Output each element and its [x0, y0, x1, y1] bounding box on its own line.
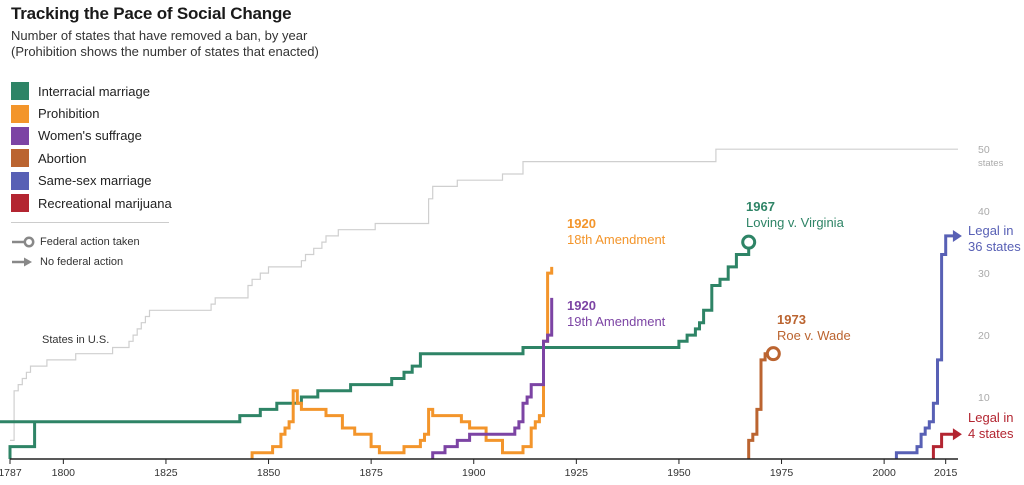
- x-tick-label: 1875: [359, 467, 383, 479]
- series-line-abortion: [747, 352, 774, 459]
- legend-label: Abortion: [38, 150, 87, 166]
- y-tick-unit-label: states: [978, 158, 1004, 169]
- y-tick-label: 20: [978, 330, 990, 342]
- x-tick-label: 1787: [0, 467, 22, 479]
- y-tick-label: 10: [978, 392, 990, 404]
- legend-divider: [11, 222, 169, 223]
- legend-swatch: [11, 82, 29, 101]
- x-tick-label: 1825: [154, 467, 178, 479]
- series-line-recreational-marijuana: [931, 432, 954, 459]
- series-line-prohibition: [250, 266, 554, 459]
- annotation-desc: 19th Amendment: [567, 314, 666, 329]
- series-end-arrow: [952, 428, 962, 441]
- x-tick-label: 2015: [934, 467, 958, 479]
- series-line-women-s-suffrage: [431, 297, 554, 459]
- legend-no-federal-label: No federal action: [40, 256, 124, 268]
- subtitle-line-2: (Prohibition shows the number of states …: [11, 44, 319, 59]
- legend-swatch: [11, 171, 29, 190]
- legend-item-interracial-marriage: Interracial marriage: [11, 80, 172, 102]
- states-in-us-label: States in U.S.: [42, 334, 109, 346]
- annotation-line2: 36 states: [968, 239, 1021, 254]
- annotation-year: 1973: [777, 312, 806, 327]
- legend-item-prohibition: Prohibition: [11, 102, 172, 124]
- subtitle-line-1: Number of states that have removed a ban…: [11, 28, 308, 43]
- annotation-year: 1967: [746, 199, 775, 214]
- x-tick-label: 1950: [667, 467, 691, 479]
- legend-swatch: [11, 104, 29, 123]
- annotation-desc: Loving v. Virginia: [746, 215, 845, 230]
- series-end-circle: [765, 346, 781, 362]
- legend-label: Recreational marijuana: [38, 195, 172, 211]
- annotation-desc: Roe v. Wade: [777, 328, 851, 343]
- annotation-line1: Legal in: [968, 410, 1014, 425]
- legend-swatch: [11, 126, 29, 145]
- annotation-year: 1920: [567, 216, 596, 231]
- y-tick-label: 30: [978, 268, 990, 280]
- series-end-circle: [741, 234, 757, 250]
- y-tick-label: 50: [978, 144, 990, 156]
- series-end-arrow: [952, 229, 962, 242]
- x-tick-label: 1925: [565, 467, 589, 479]
- legend-label: Women's suffrage: [38, 128, 142, 144]
- x-tick-label: 1850: [257, 467, 281, 479]
- legend-label: Same-sex marriage: [38, 173, 152, 189]
- page-title: Tracking the Pace of Social Change: [11, 4, 292, 23]
- x-tick-label: 2000: [872, 467, 896, 479]
- legend-federal-label: Federal action taken: [40, 236, 140, 248]
- annotation-line1: Legal in: [968, 223, 1014, 238]
- legend-federal-action: Federal action taken: [11, 236, 140, 248]
- circle-end-icon: [12, 236, 35, 248]
- series-line-interracial-marriage: [0, 242, 751, 459]
- legend-no-federal-action: No federal action: [11, 256, 123, 268]
- annotation-line2: 4 states: [968, 426, 1014, 441]
- legend-item-same-sex-marriage: Same-sex marriage: [11, 170, 172, 192]
- arrow-end-icon: [12, 257, 32, 267]
- legend-swatch: [11, 194, 29, 213]
- x-tick-label: 1900: [462, 467, 486, 479]
- states-in-us-line: [10, 148, 958, 441]
- x-tick-label: 1975: [770, 467, 794, 479]
- legend-label: Interracial marriage: [38, 83, 150, 99]
- legend-item-abortion: Abortion: [11, 147, 172, 169]
- legend-label: Prohibition: [38, 106, 100, 122]
- legend-item-womens-suffrage: Women's suffrage: [11, 125, 172, 147]
- annotation-year: 1920: [567, 298, 596, 313]
- legend-swatch: [11, 149, 29, 168]
- series-line-same-sex-marriage: [894, 234, 954, 459]
- legend: Interracial marriage Prohibition Women's…: [11, 80, 172, 214]
- legend-item-recreational-marijuana: Recreational marijuana: [11, 192, 172, 214]
- y-tick-label: 40: [978, 206, 990, 218]
- annotation-desc: 18th Amendment: [567, 232, 666, 247]
- x-tick-label: 1800: [52, 467, 76, 479]
